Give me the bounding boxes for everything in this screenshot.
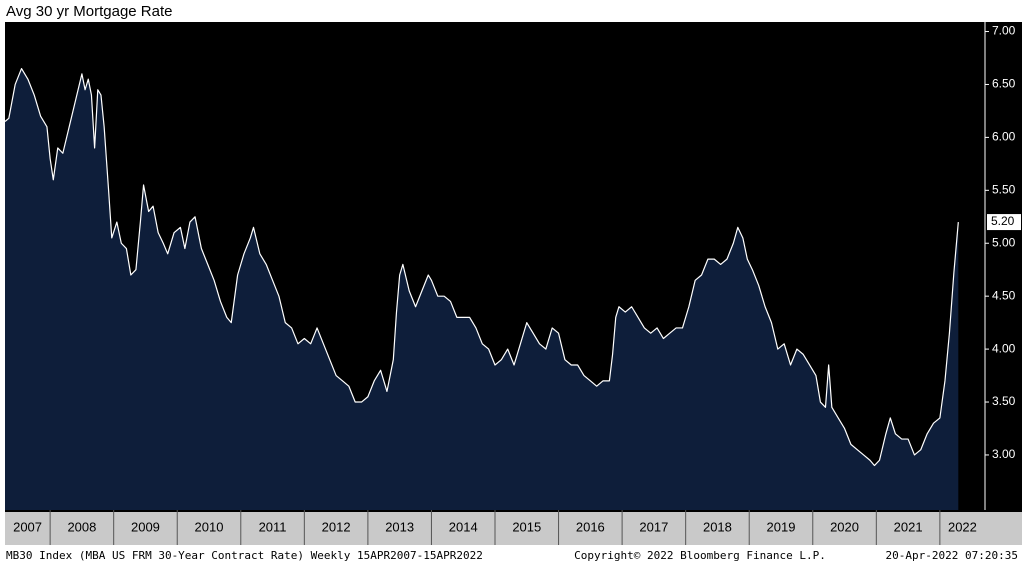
y-tick-label: 3.00	[992, 447, 1016, 461]
area-fill	[5, 68, 959, 510]
last-value-label: 5.20	[991, 214, 1015, 228]
y-tick-label: 4.00	[992, 341, 1016, 355]
x-tick-label: 2019	[767, 519, 796, 534]
x-tick-label: 2015	[512, 519, 541, 534]
y-tick-label: 5.00	[992, 235, 1016, 249]
y-tick-label: 5.50	[992, 182, 1016, 196]
x-tick-label: 2017	[639, 519, 668, 534]
footer-left: MB30 Index (MBA US FRM 30-Year Contract …	[6, 549, 483, 562]
x-tick-label: 2016	[576, 519, 605, 534]
x-tick-label: 2011	[259, 519, 287, 534]
x-tick-label: 2007	[13, 519, 42, 534]
footer-center: Copyright© 2022 Bloomberg Finance L.P.	[574, 549, 826, 562]
x-axis-band	[5, 512, 1022, 545]
x-tick-label: 2020	[830, 519, 859, 534]
x-tick-label: 2013	[385, 519, 414, 534]
y-tick-label: 3.50	[992, 394, 1016, 408]
x-tick-label: 2009	[131, 519, 160, 534]
y-tick-label: 7.00	[992, 24, 1016, 38]
y-tick-label: 6.00	[992, 130, 1016, 144]
x-tick-label: 2021	[894, 519, 923, 534]
x-tick-label: 2014	[449, 519, 478, 534]
x-tick-label: 2010	[195, 519, 224, 534]
x-tick-label: 2022	[948, 519, 977, 534]
x-tick-label: 2008	[67, 519, 96, 534]
line	[4, 67, 959, 467]
chart-title: Avg 30 yr Mortgage Rate	[6, 3, 172, 20]
y-tick-label: 4.50	[992, 288, 1016, 302]
x-tick-label: 2012	[322, 519, 351, 534]
footer-right: 20-Apr-2022 07:20:35	[886, 549, 1018, 562]
x-tick-label: 2018	[703, 519, 732, 534]
last-value-box	[987, 214, 1021, 231]
y-tick-label: 6.50	[992, 77, 1016, 91]
